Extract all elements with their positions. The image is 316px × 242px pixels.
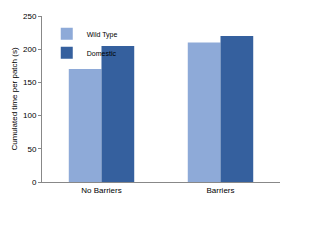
svg-text:50: 50 [27, 145, 36, 154]
svg-text:100: 100 [23, 111, 37, 120]
svg-text:150: 150 [23, 78, 37, 87]
svg-text:200: 200 [23, 45, 37, 54]
svg-text:0: 0 [32, 178, 37, 187]
svg-text:Cumulated time per patch (s): Cumulated time per patch (s) [10, 47, 19, 150]
svg-text:Barriers: Barriers [206, 186, 234, 195]
svg-text:250: 250 [23, 12, 37, 21]
svg-text:No Barriers: No Barriers [81, 186, 121, 195]
svg-text:Wild Type: Wild Type [87, 31, 118, 39]
svg-text:Domestic: Domestic [87, 50, 117, 57]
